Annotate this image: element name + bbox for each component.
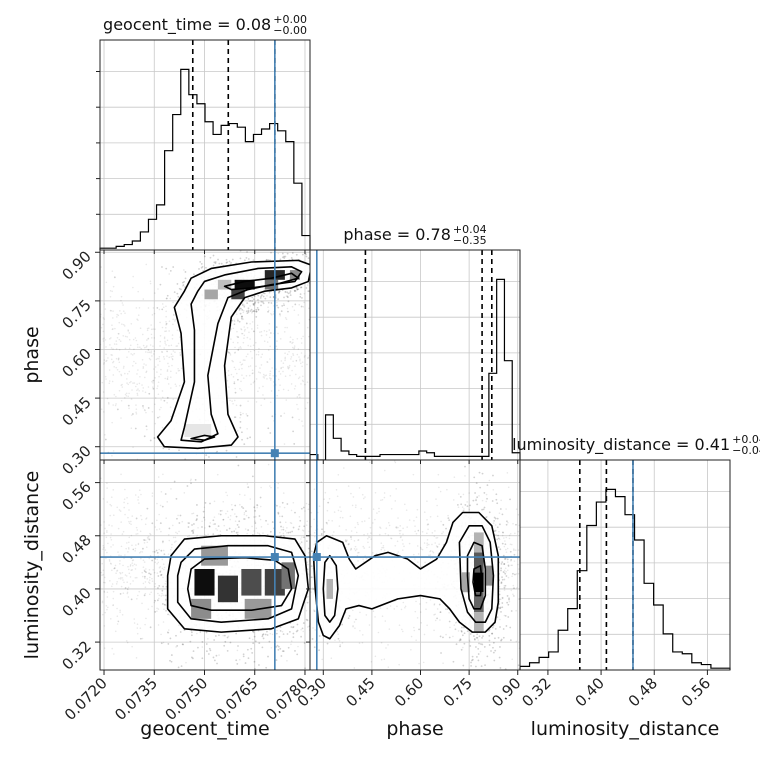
panel-content (100, 460, 310, 670)
title-main: phase = 0.78 (343, 225, 450, 244)
injection-marker (312, 553, 321, 562)
y-tick-label-0: 0.32 (58, 637, 94, 673)
density-cell-4 (281, 562, 295, 589)
x-tick-label-3: 0.0765 (212, 674, 262, 724)
contour-1 (180, 266, 303, 443)
y-tick-label-2: 0.60 (58, 345, 94, 381)
title-phase: phase = 0.78 +0.04−0.35 (343, 223, 486, 247)
x-axis-label-phase: phase (386, 718, 443, 740)
y-axis-label-luminosity_distance: luminosity_distance (21, 471, 43, 660)
panel-content (100, 250, 310, 460)
x-tick-label-0: 0.32 (518, 674, 554, 710)
density-cell-5 (201, 545, 228, 566)
y-axis-label-phase: phase (21, 326, 43, 383)
density-cell-7 (191, 598, 212, 619)
x-tick-label-1: 0.0735 (111, 674, 161, 724)
contour-fill (313, 512, 499, 639)
contour-4 (472, 564, 483, 597)
contour-0 (166, 534, 310, 633)
title-main: geocent_time = 0.08 (103, 15, 271, 35)
title-lower-error: −0.04 (732, 444, 760, 457)
contour-fill (157, 260, 310, 449)
contour-1 (322, 554, 339, 623)
x-tick-label-2: 0.0750 (161, 674, 211, 724)
x-tick-label-2: 0.60 (391, 674, 427, 710)
density-cell-6 (217, 279, 232, 290)
density-cell-0 (194, 568, 215, 596)
title-lower-error: −0.35 (453, 234, 487, 247)
histogram-geocent_time (99, 68, 311, 250)
histogram-phase (309, 278, 521, 461)
density-cell-1 (217, 575, 238, 603)
x-tick-label-0: 0.0720 (61, 674, 111, 724)
x-tick-label-1: 0.45 (342, 674, 378, 710)
panel-border (309, 459, 521, 671)
density-cell-7 (184, 424, 212, 437)
title-geocent_time: geocent_time = 0.08 +0.00−0.00 (103, 13, 307, 37)
panel-geocent_time-vs-phase (99, 249, 311, 461)
y-axis-phase: 0.30 0.45 0.60 0.75 0.90 phase (21, 247, 100, 478)
hist-panel-phase (306, 249, 521, 461)
title-luminosity_distance: luminosity_distance = 0.41+0.04−0.04 (512, 433, 760, 457)
x-axis-label-luminosity_distance: luminosity_distance (531, 718, 720, 740)
density-cell-3 (484, 565, 493, 586)
title-upper-error: +0.04 (732, 433, 760, 446)
y-tick-label-3: 0.56 (58, 478, 94, 514)
density-cell-2 (241, 568, 262, 596)
y-tick-label-4: 0.90 (58, 247, 94, 283)
hist-panel-luminosity_distance-bg (520, 460, 730, 670)
title-upper-error: +0.00 (273, 13, 307, 26)
y-tick-label-1: 0.45 (58, 393, 94, 429)
y-tick-label-1: 0.40 (58, 584, 94, 620)
panel-content (310, 460, 520, 670)
x-tick-label-3: 0.75 (440, 674, 476, 710)
contour-2 (458, 524, 495, 623)
hist-panel-geocent_time (96, 39, 311, 251)
density-cell-2 (473, 592, 484, 613)
contour-2 (186, 556, 293, 611)
density-cell-1 (473, 552, 484, 573)
density-cell-6 (473, 532, 484, 553)
y-tick-label-2: 0.48 (58, 531, 94, 567)
density-cell-5 (326, 578, 334, 599)
title-main: luminosity_distance = 0.41 (512, 435, 730, 455)
density-cell-4 (461, 572, 470, 593)
panel-phase-vs-luminosity_distance (309, 459, 521, 671)
contour-2 (223, 272, 300, 291)
injection-marker (270, 553, 279, 562)
x-tick-label-3: 0.56 (678, 674, 714, 710)
contour-3 (190, 434, 216, 442)
x-axis-luminosity_distance: 0.32 0.40 0.48 0.56 luminosity_distance (518, 670, 719, 740)
density-cell-5 (204, 289, 218, 300)
contour-0 (312, 511, 500, 640)
x-tick-label-4: 0.90 (488, 674, 524, 710)
y-axis-luminosity_distance: 0.32 0.40 0.48 0.56 luminosity_distance (21, 471, 310, 674)
x-tick-label-2: 0.48 (625, 674, 661, 710)
title-upper-error: +0.04 (453, 223, 487, 236)
y-tick-label-3: 0.75 (58, 296, 94, 332)
density-cell-0 (234, 279, 255, 290)
x-tick-label-1: 0.40 (572, 674, 608, 710)
contour-3 (466, 541, 487, 610)
density-cell-0 (473, 572, 484, 593)
title-lower-error: −0.00 (273, 24, 307, 37)
contour-1 (176, 544, 300, 623)
hist-panel-phase-bg (310, 250, 520, 460)
hist-panel-luminosity_distance (516, 459, 731, 671)
contour-0 (156, 259, 310, 450)
histogram-luminosity_distance (519, 488, 731, 670)
x-axis-label-geocent_time: geocent_time (140, 718, 269, 740)
injection-marker (270, 449, 279, 458)
panel-geocent_time-vs-luminosity_distance (99, 459, 311, 671)
y-tick-label-0: 0.30 (58, 442, 94, 478)
